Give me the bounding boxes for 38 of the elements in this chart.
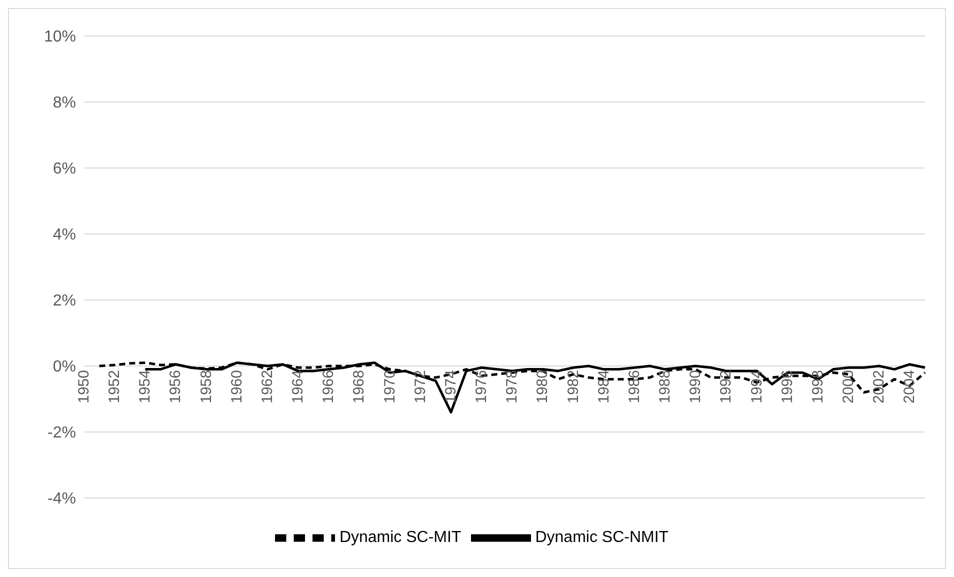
- x-tick-label: 1962: [258, 370, 276, 404]
- x-tick-label: 1972: [412, 370, 429, 404]
- y-tick-label: 8%: [52, 94, 76, 112]
- y-tick-label: 10%: [44, 28, 76, 46]
- x-tick-label: 1950: [76, 370, 92, 404]
- x-tick-label: 1970: [381, 370, 398, 404]
- x-tick-label: 1984: [595, 370, 612, 404]
- x-tick-label: 1986: [626, 370, 643, 404]
- x-tick-label: 1992: [718, 370, 735, 404]
- x-tick-label: 1998: [809, 370, 826, 404]
- x-tick-label: 1990: [687, 370, 704, 404]
- x-tick-label: 1952: [106, 370, 124, 404]
- x-tick-label: 1980: [534, 370, 552, 404]
- x-tick-label: 1960: [228, 370, 246, 404]
- x-tick-label: 1974: [442, 370, 460, 404]
- y-tick-label: 6%: [52, 160, 76, 178]
- y-tick-label: -4%: [48, 490, 76, 508]
- x-tick-label: 1988: [656, 370, 674, 404]
- x-tick-label: 1958: [198, 370, 215, 404]
- x-tick-label: 1968: [350, 370, 368, 404]
- x-tick-label: 1978: [504, 370, 521, 404]
- x-tick-label: 1956: [167, 370, 184, 404]
- x-tick-label: 1966: [320, 370, 338, 404]
- legend-label: Dynamic SC-MIT: [339, 529, 462, 546]
- x-tick-label: 1996: [778, 370, 796, 404]
- y-tick-label: 4%: [52, 226, 76, 244]
- x-tick-label: 2000: [840, 370, 858, 404]
- x-tick-label: 1964: [290, 370, 307, 404]
- legend-label: Dynamic SC-NMIT: [535, 529, 669, 546]
- x-tick-label: 2002: [870, 370, 888, 404]
- x-tick-label: 1976: [473, 370, 490, 404]
- y-tick-label: 0%: [52, 358, 76, 376]
- x-tick-label: 1954: [136, 370, 154, 404]
- x-tick-label: 1994: [748, 370, 766, 404]
- y-tick-label: 2%: [52, 292, 76, 310]
- y-tick-label: -2%: [48, 424, 76, 442]
- x-tick-label: 1982: [564, 370, 582, 404]
- x-tick-label: 2004: [901, 370, 918, 404]
